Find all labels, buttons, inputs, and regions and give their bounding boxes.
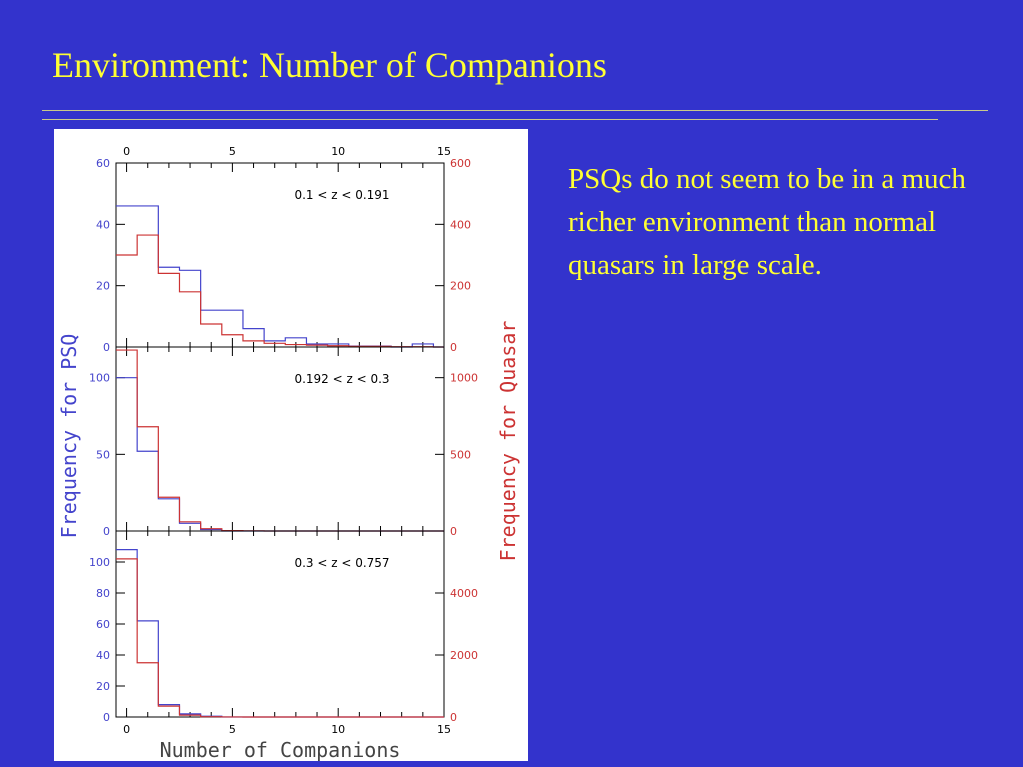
y-tick-label-left: 20 xyxy=(96,280,110,293)
y-tick-label-right: 400 xyxy=(450,218,471,231)
title-rule-bottom xyxy=(42,119,938,120)
psq-histogram-series xyxy=(116,205,444,348)
x-tick-label-bottom: 10 xyxy=(331,723,345,736)
panel-annotation: 0.3 < z < 0.757 xyxy=(294,556,389,570)
y-tick-label-right: 1000 xyxy=(450,372,478,385)
y-tick-label-left: 0 xyxy=(103,525,110,538)
y-tick-label-left: 60 xyxy=(96,618,110,631)
y-tick-label-right: 0 xyxy=(450,341,457,354)
y-tick-label-right: 0 xyxy=(450,525,457,538)
y-tick-label-left: 0 xyxy=(103,711,110,724)
body-text: PSQs do not seem to be in a much richer … xyxy=(568,163,966,281)
x-tick-label-top: 0 xyxy=(123,145,130,158)
slide-title: Environment: Number of Companions xyxy=(52,45,607,85)
y-tick-label-right: 200 xyxy=(450,280,471,293)
y-tick-label-right: 500 xyxy=(450,448,471,461)
panel-annotation: 0.192 < z < 0.3 xyxy=(294,372,389,386)
panel-annotation: 0.1 < z < 0.191 xyxy=(294,188,389,202)
psq-histogram-series xyxy=(116,377,444,532)
y-tick-label-left: 50 xyxy=(96,448,110,461)
y-tick-label-left: 100 xyxy=(89,556,110,569)
psq-histogram-series xyxy=(116,549,444,718)
y-axis-label-right: Frequency for Quasar xyxy=(496,321,520,562)
histogram-panel-3: 0 20 40 60 80 100 0 2000 4000 0.3 < z < 0.757 xyxy=(89,530,478,724)
quasar-histogram-series xyxy=(116,349,444,532)
x-tick-label-bottom: 0 xyxy=(123,723,130,736)
y-tick-label-right: 2000 xyxy=(450,649,478,662)
y-tick-label-left: 80 xyxy=(96,587,110,600)
histogram-figure: 0 5 10 15 0 20 40 60 0 200 400 600 0.1 < z < 0.191 0 5… xyxy=(54,129,528,761)
panel-frame xyxy=(115,346,445,532)
x-tick-label-bottom: 15 xyxy=(437,723,451,736)
y-tick-label-left: 20 xyxy=(96,680,110,693)
y-tick-label-right: 0 xyxy=(450,711,457,724)
y-tick-label-left: 100 xyxy=(89,372,110,385)
x-tick-label-top: 5 xyxy=(229,145,236,158)
x-tick-label-bottom: 5 xyxy=(229,723,236,736)
y-tick-label-right: 4000 xyxy=(450,587,478,600)
quasar-histogram-series xyxy=(116,234,444,348)
y-tick-label-right: 600 xyxy=(450,157,471,170)
x-tick-label-top: 10 xyxy=(331,145,345,158)
y-tick-label-left: 60 xyxy=(96,157,110,170)
panel-frame xyxy=(115,530,445,718)
x-axis-label: Number of Companions xyxy=(160,738,401,761)
title-rule-top xyxy=(42,110,988,111)
y-axis-label-left: Frequency for PSQ xyxy=(57,334,81,539)
y-tick-label-left: 40 xyxy=(96,218,110,231)
y-tick-label-left: 0 xyxy=(103,341,110,354)
y-tick-label-left: 40 xyxy=(96,649,110,662)
x-tick-label-top: 15 xyxy=(437,145,451,158)
panel-frame xyxy=(115,162,445,348)
quasar-histogram-series xyxy=(116,558,444,718)
